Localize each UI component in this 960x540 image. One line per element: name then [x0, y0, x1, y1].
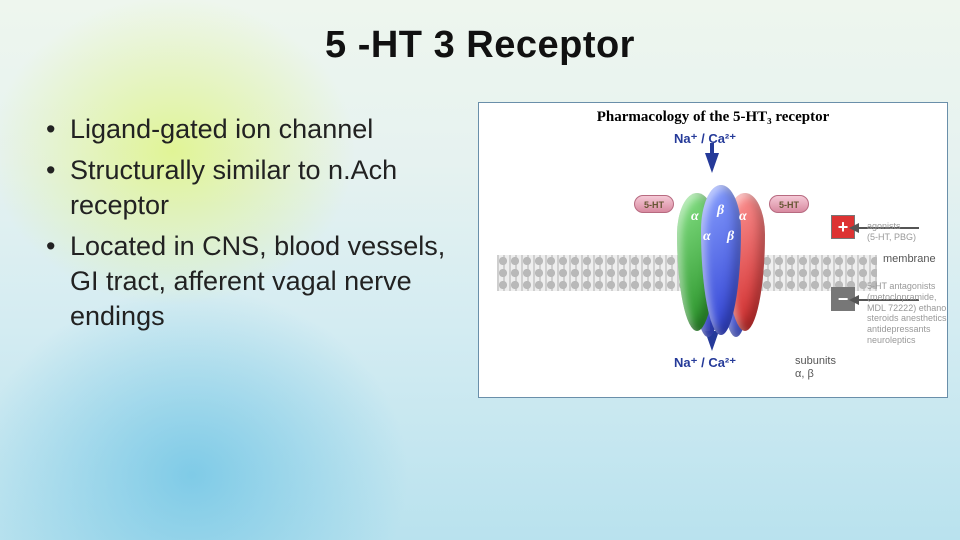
agonists-line: agonists [867, 221, 901, 231]
ligand-5ht-left: 5-HT [634, 195, 674, 213]
slide-title: 5 -HT 3 Receptor [0, 24, 960, 67]
figure-title: Pharmacology of the 5-HT₃ receptor [479, 109, 947, 126]
ion-label-top: Na⁺ / Ca²⁺ [674, 131, 736, 147]
greek-alpha: α [691, 209, 699, 225]
agonists-text: agonists (5-HT, PBG) [867, 221, 949, 243]
greek-alpha: α [739, 209, 747, 225]
bullet-list: Ligand-gated ion channel Structurally si… [46, 112, 466, 341]
subunits-label: subunits α, β [795, 355, 836, 381]
ligand-5ht-right: 5-HT [769, 195, 809, 213]
agonists-line: (5-HT, PBG) [867, 232, 916, 242]
arrow-down-icon [705, 153, 719, 173]
ion-label-bottom: Na⁺ / Ca²⁺ [674, 355, 736, 371]
greek-beta: β [727, 229, 734, 245]
membrane-label: membrane [883, 253, 936, 265]
antagonists-text: 5-HT antagonists (metoclopramide, MDL 72… [867, 281, 949, 346]
subunits-label-line1: subunits [795, 355, 836, 367]
antagonists-line: 5-HT antagonists [867, 281, 935, 291]
receptor-figure: Pharmacology of the 5-HT₃ receptor Na⁺ /… [478, 102, 948, 398]
antagonists-line: (metoclopramide, MDL 72222) ethano stero… [867, 292, 947, 345]
greek-alpha: α [703, 229, 711, 245]
greek-beta: β [717, 203, 724, 219]
bullet-item: Structurally similar to n.Ach receptor [46, 153, 466, 223]
bullet-item: Ligand-gated ion channel [46, 112, 466, 147]
subunits-label-line2: α, β [795, 368, 814, 380]
bullet-item: Located in CNS, blood vessels, GI tract,… [46, 229, 466, 334]
